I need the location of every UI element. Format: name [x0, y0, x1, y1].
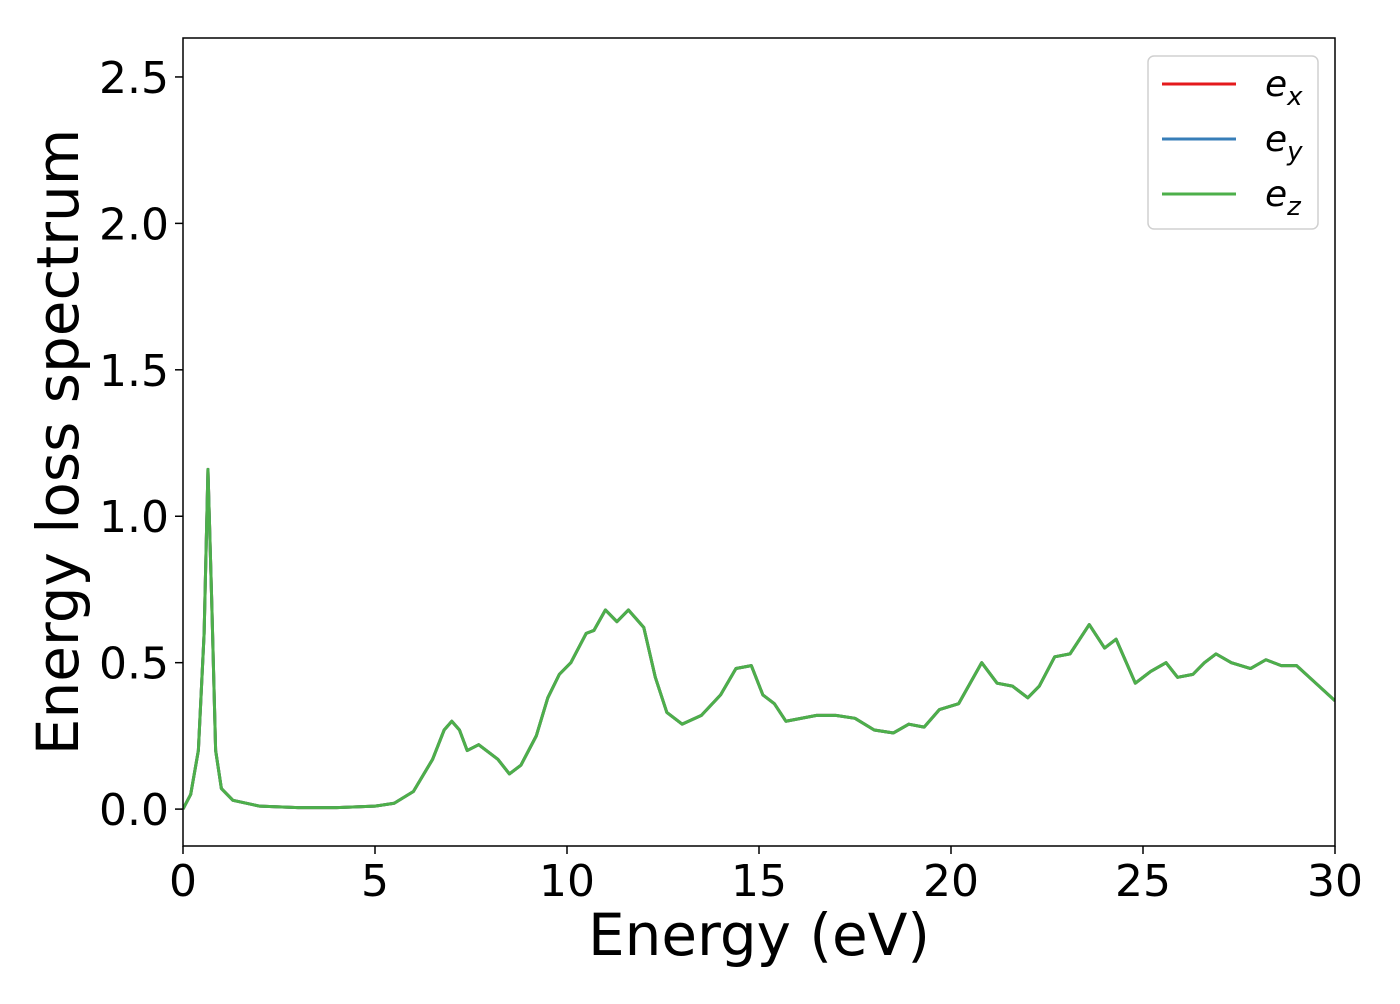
x-tick-label: 15 [731, 856, 787, 907]
y-tick-label: 0.5 [99, 639, 169, 690]
legend-label: ex [1265, 64, 1303, 112]
x-tick-label: 0 [169, 856, 197, 907]
x-tick-label: 20 [923, 856, 979, 907]
series-line [183, 467, 1335, 810]
x-tick-label: 30 [1307, 856, 1363, 907]
x-tick-label: 10 [539, 856, 595, 907]
plot-frame [182, 37, 1336, 847]
y-tick-label: 1.0 [99, 492, 169, 543]
x-tick-label: 5 [361, 856, 389, 907]
x-axis-label: Energy (eV) [588, 901, 930, 969]
y-tick-label: 0.0 [99, 785, 169, 836]
y-tick-label: 2.5 [99, 53, 169, 104]
y-axis-label: Energy loss spectrum [24, 129, 92, 755]
x-tick-label: 25 [1115, 856, 1171, 907]
legend: ex ey ez [1147, 55, 1319, 230]
legend-label: ey [1265, 119, 1303, 167]
y-tick-label: 2.0 [99, 199, 169, 250]
legend-box [1147, 55, 1319, 230]
y-tick-label: 1.5 [99, 346, 169, 397]
legend-label: ez [1265, 174, 1302, 222]
